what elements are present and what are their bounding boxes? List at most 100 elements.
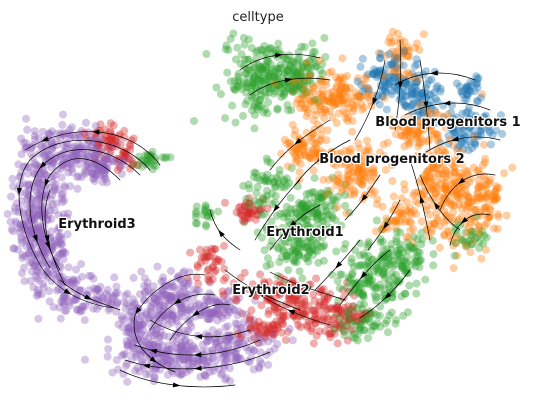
cell-point <box>214 310 222 319</box>
cell-point <box>29 202 38 211</box>
cell-point <box>150 372 159 381</box>
cell-point <box>484 189 493 198</box>
cell-point <box>177 342 186 351</box>
cell-point <box>203 211 212 220</box>
cell-point <box>300 224 308 233</box>
cell-point <box>476 127 485 136</box>
cell-point <box>313 247 322 256</box>
cell-point <box>267 65 276 74</box>
cell-point <box>308 133 317 142</box>
cell-point <box>162 315 171 324</box>
cell-point <box>174 328 183 337</box>
cell-point <box>397 209 406 218</box>
cell-point <box>462 242 471 251</box>
cell-point <box>424 149 433 158</box>
cell-point <box>300 211 309 220</box>
cell-point <box>59 293 68 302</box>
cell-point <box>328 270 337 279</box>
cell-point <box>363 173 372 182</box>
cell-point <box>224 341 233 349</box>
cell-point <box>266 44 274 52</box>
cell-point <box>25 242 34 250</box>
cell-point <box>26 149 35 158</box>
cell-point <box>200 206 209 215</box>
cell-point <box>395 95 404 104</box>
cell-point <box>258 233 266 242</box>
cell-point <box>80 316 89 325</box>
cell-point <box>361 252 369 261</box>
cell-point <box>463 107 472 116</box>
cell-point <box>18 253 27 262</box>
cell-point <box>244 180 253 189</box>
cell-point <box>115 163 124 172</box>
cell-point <box>146 289 155 298</box>
cell-point <box>297 299 306 308</box>
cell-point <box>300 43 309 52</box>
cell-point <box>68 131 77 140</box>
cell-point <box>356 323 364 332</box>
streamline-arrowhead <box>172 382 181 388</box>
cell-point <box>41 249 50 257</box>
cell-point <box>58 213 67 222</box>
cell-point <box>433 160 442 169</box>
cell-point <box>113 288 122 297</box>
cell-point <box>353 77 362 86</box>
cell-point <box>19 210 28 218</box>
cell-point <box>381 87 389 95</box>
cell-point <box>402 198 411 207</box>
cell-point <box>255 362 263 371</box>
cell-point <box>149 340 158 349</box>
cell-point <box>344 170 353 179</box>
cell-point <box>105 141 114 150</box>
cell-point <box>144 334 153 343</box>
cell-point <box>137 312 146 321</box>
cell-point <box>370 65 379 74</box>
cell-point <box>300 201 309 210</box>
cell-point <box>270 303 279 312</box>
cluster-label: Blood progenitors 2 <box>319 152 464 167</box>
cell-point <box>128 307 137 316</box>
cell-point <box>128 338 137 347</box>
cell-point <box>25 181 33 189</box>
cell-point <box>145 369 154 378</box>
cell-point <box>451 187 460 196</box>
cell-point <box>305 153 314 162</box>
cell-point <box>325 89 334 98</box>
cell-point <box>444 139 453 148</box>
cell-point <box>59 110 67 119</box>
cell-point <box>392 316 401 324</box>
cell-point <box>408 93 416 102</box>
cell-point <box>316 102 325 111</box>
cell-point <box>310 208 319 217</box>
cell-point <box>212 340 220 349</box>
cell-point <box>354 74 362 83</box>
cell-point <box>41 149 50 158</box>
cell-point <box>449 168 458 177</box>
cell-point <box>302 91 311 100</box>
cell-point <box>175 310 184 319</box>
cell-point <box>470 87 479 96</box>
cell-point <box>176 301 185 310</box>
cell-point <box>446 201 455 209</box>
streamline-arrowhead <box>44 179 50 187</box>
cell-point <box>261 195 270 204</box>
cell-point <box>124 154 133 163</box>
cell-point <box>240 268 249 277</box>
cell-point <box>303 59 312 68</box>
cell-point <box>369 164 378 173</box>
cell-point <box>166 283 175 292</box>
cell-point <box>396 131 405 140</box>
cell-point <box>231 118 240 127</box>
cell-point <box>465 86 474 95</box>
cell-point <box>309 339 318 348</box>
cell-point <box>451 223 460 232</box>
cell-point <box>153 308 162 317</box>
cell-point <box>376 322 385 331</box>
cell-point <box>390 205 399 214</box>
cell-point <box>372 227 380 236</box>
cell-point <box>372 265 381 273</box>
cell-point <box>423 137 432 146</box>
cell-point <box>305 69 314 78</box>
cell-point <box>383 249 391 258</box>
cell-point <box>364 169 373 178</box>
